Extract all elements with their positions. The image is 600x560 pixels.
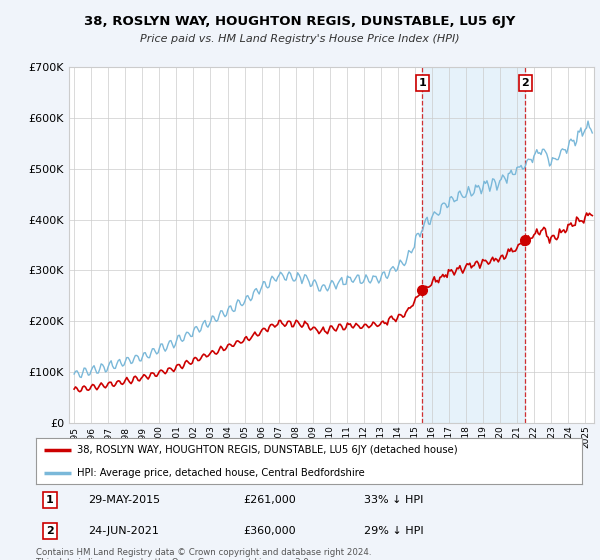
- Text: £360,000: £360,000: [244, 526, 296, 536]
- Bar: [422, 67, 526, 423]
- Text: 2: 2: [46, 526, 53, 536]
- Text: 2: 2: [521, 78, 529, 88]
- Text: 29% ↓ HPI: 29% ↓ HPI: [364, 526, 423, 536]
- Text: 38, ROSLYN WAY, HOUGHTON REGIS, DUNSTABLE, LU5 6JY: 38, ROSLYN WAY, HOUGHTON REGIS, DUNSTABL…: [85, 15, 515, 27]
- Text: 29-MAY-2015: 29-MAY-2015: [88, 495, 160, 505]
- Text: 1: 1: [46, 495, 53, 505]
- Text: 38, ROSLYN WAY, HOUGHTON REGIS, DUNSTABLE, LU5 6JY (detached house): 38, ROSLYN WAY, HOUGHTON REGIS, DUNSTABL…: [77, 445, 458, 455]
- Text: HPI: Average price, detached house, Central Bedfordshire: HPI: Average price, detached house, Cent…: [77, 468, 365, 478]
- Text: 33% ↓ HPI: 33% ↓ HPI: [364, 495, 423, 505]
- Text: £261,000: £261,000: [244, 495, 296, 505]
- Text: 1: 1: [418, 78, 426, 88]
- Text: Contains HM Land Registry data © Crown copyright and database right 2024.
This d: Contains HM Land Registry data © Crown c…: [36, 548, 371, 560]
- Text: 24-JUN-2021: 24-JUN-2021: [88, 526, 159, 536]
- Text: Price paid vs. HM Land Registry's House Price Index (HPI): Price paid vs. HM Land Registry's House …: [140, 34, 460, 44]
